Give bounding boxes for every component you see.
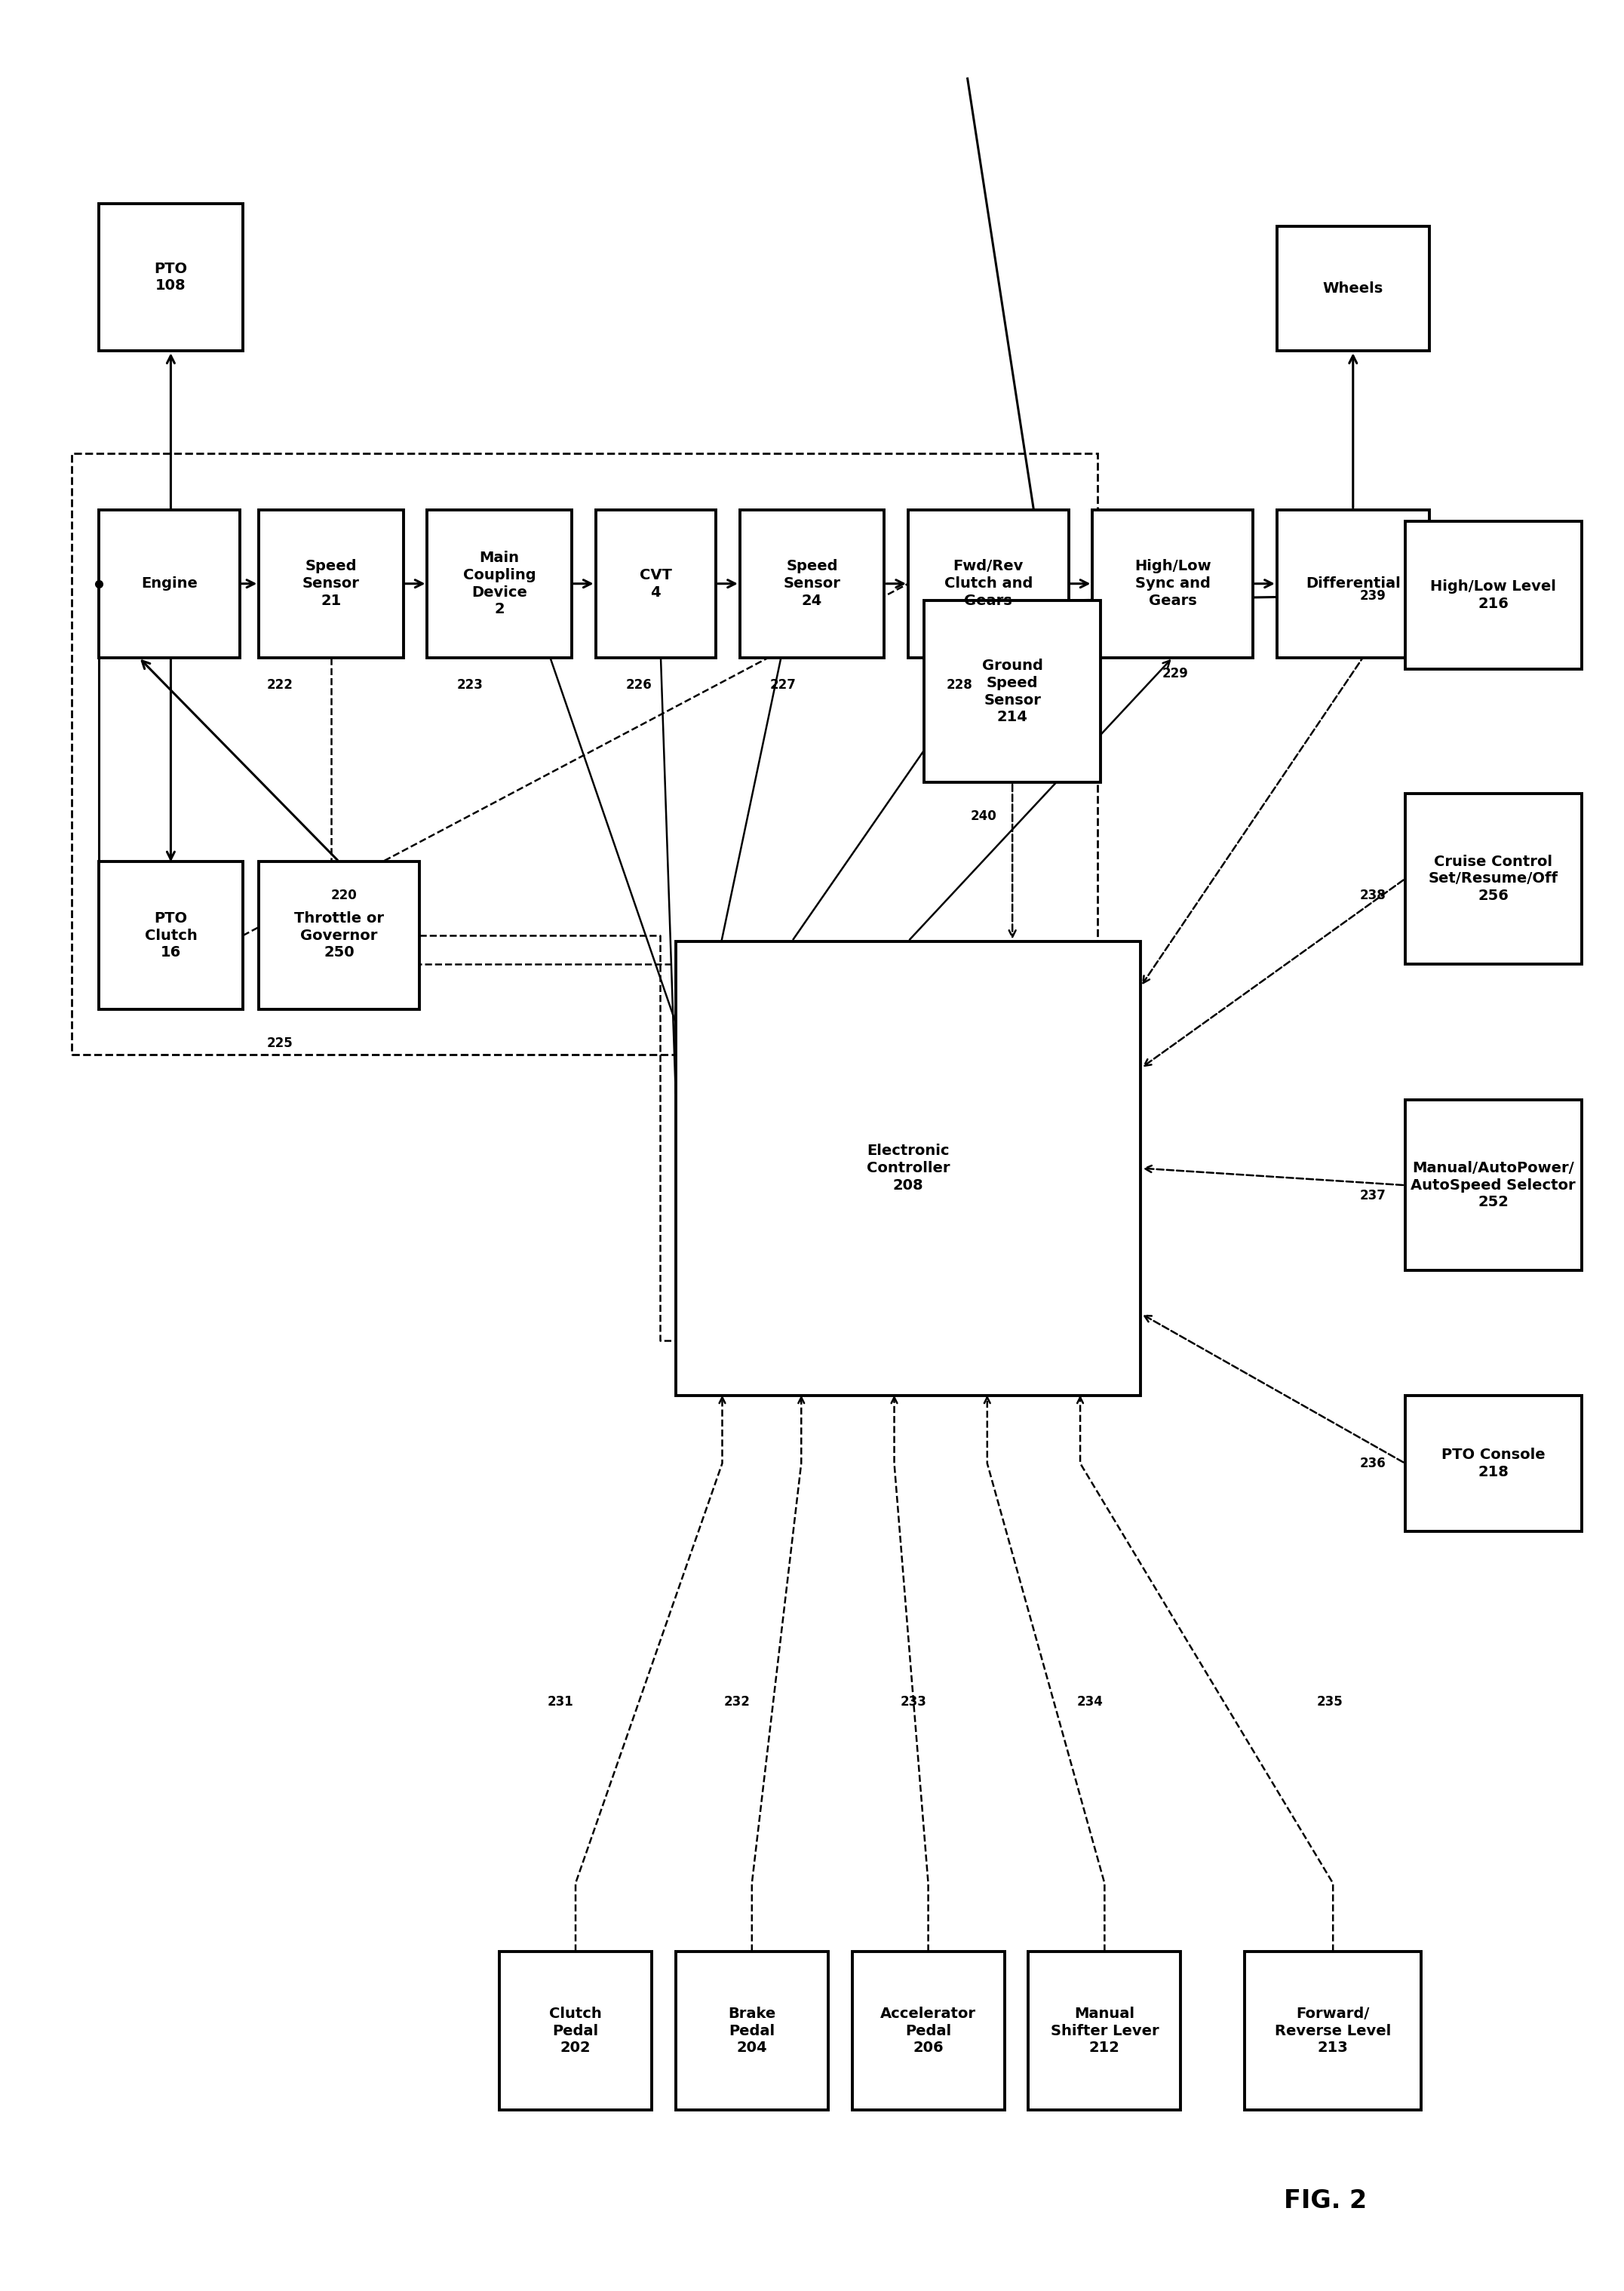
Text: Clutch
Pedal
202: Clutch Pedal 202	[549, 2007, 603, 2055]
Text: Ground
Speed
Sensor
214: Ground Speed Sensor 214	[983, 658, 1043, 724]
Bar	[1276, 511, 1429, 658]
Text: PTO
Clutch
16: PTO Clutch 16	[145, 912, 197, 960]
Text: 234: 234	[1077, 1695, 1103, 1709]
Text: Fwd/Rev
Clutch and
Gears: Fwd/Rev Clutch and Gears	[944, 559, 1033, 607]
Text: Engine: Engine	[141, 577, 198, 591]
Bar	[1028, 1952, 1181, 2110]
Text: FIG. 2: FIG. 2	[1283, 2188, 1366, 2213]
Text: 235: 235	[1317, 1695, 1343, 1709]
Text: High/Low
Sync and
Gears: High/Low Sync and Gears	[1134, 559, 1212, 607]
Text: Manual/AutoPower/
AutoSpeed Selector
252: Manual/AutoPower/ AutoSpeed Selector 252	[1411, 1162, 1575, 1210]
Text: 236: 236	[1359, 1457, 1385, 1471]
Text: Main
Coupling
Device
2: Main Coupling Device 2	[463, 550, 536, 616]
Bar	[71, 454, 1098, 1054]
Text: 227: 227	[770, 678, 796, 692]
Text: 232: 232	[724, 1695, 750, 1709]
Bar	[853, 1952, 1004, 2110]
Bar	[1276, 227, 1429, 351]
Bar	[99, 861, 244, 1010]
Text: Forward/
Reverse Level
213: Forward/ Reverse Level 213	[1275, 2007, 1392, 2055]
Bar	[258, 511, 403, 658]
Bar	[596, 511, 716, 658]
Text: 237: 237	[1359, 1189, 1385, 1203]
Text: 226: 226	[625, 678, 651, 692]
Text: 228: 228	[947, 678, 973, 692]
Text: Cruise Control
Set/Resume/Off
256: Cruise Control Set/Resume/Off 256	[1429, 855, 1557, 903]
Text: Manual
Shifter Lever
212: Manual Shifter Lever 212	[1051, 2007, 1160, 2055]
Bar	[741, 511, 883, 658]
Text: Speed
Sensor
24: Speed Sensor 24	[783, 559, 841, 607]
Text: 220: 220	[331, 889, 357, 903]
Text: Electronic
Controller
208: Electronic Controller 208	[867, 1143, 950, 1194]
Text: 233: 233	[900, 1695, 926, 1709]
Bar	[924, 600, 1101, 781]
Text: PTO Console
218: PTO Console 218	[1442, 1448, 1544, 1480]
Text: PTO
108: PTO 108	[154, 261, 187, 293]
Text: Accelerator
Pedal
206: Accelerator Pedal 206	[880, 2007, 976, 2055]
Bar	[99, 511, 240, 658]
Bar	[1246, 1952, 1421, 2110]
Bar	[500, 1952, 651, 2110]
Text: CVT
4: CVT 4	[640, 568, 672, 600]
Text: 229: 229	[1163, 667, 1189, 680]
Text: Differential: Differential	[1306, 577, 1400, 591]
Text: Wheels: Wheels	[1324, 282, 1384, 296]
Text: 231: 231	[547, 1695, 573, 1709]
Bar	[99, 204, 244, 351]
Bar	[676, 1952, 828, 2110]
Text: 222: 222	[266, 678, 294, 692]
Bar	[676, 942, 1140, 1395]
Text: 238: 238	[1359, 889, 1385, 903]
Text: Speed
Sensor
21: Speed Sensor 21	[302, 559, 359, 607]
Bar	[1405, 522, 1582, 669]
Text: 239: 239	[1359, 589, 1385, 603]
Bar	[1405, 1395, 1582, 1530]
Text: 240: 240	[970, 809, 997, 822]
Bar	[908, 511, 1069, 658]
Bar	[1405, 1100, 1582, 1269]
Text: Throttle or
Governor
250: Throttle or Governor 250	[294, 912, 383, 960]
Bar	[1093, 511, 1252, 658]
Text: Brake
Pedal
204: Brake Pedal 204	[728, 2007, 776, 2055]
Bar	[1405, 793, 1582, 965]
Text: High/Low Level
216: High/Low Level 216	[1431, 580, 1556, 612]
Bar	[427, 511, 572, 658]
Text: 223: 223	[456, 678, 484, 692]
Bar	[258, 861, 419, 1010]
Text: 225: 225	[266, 1036, 294, 1049]
